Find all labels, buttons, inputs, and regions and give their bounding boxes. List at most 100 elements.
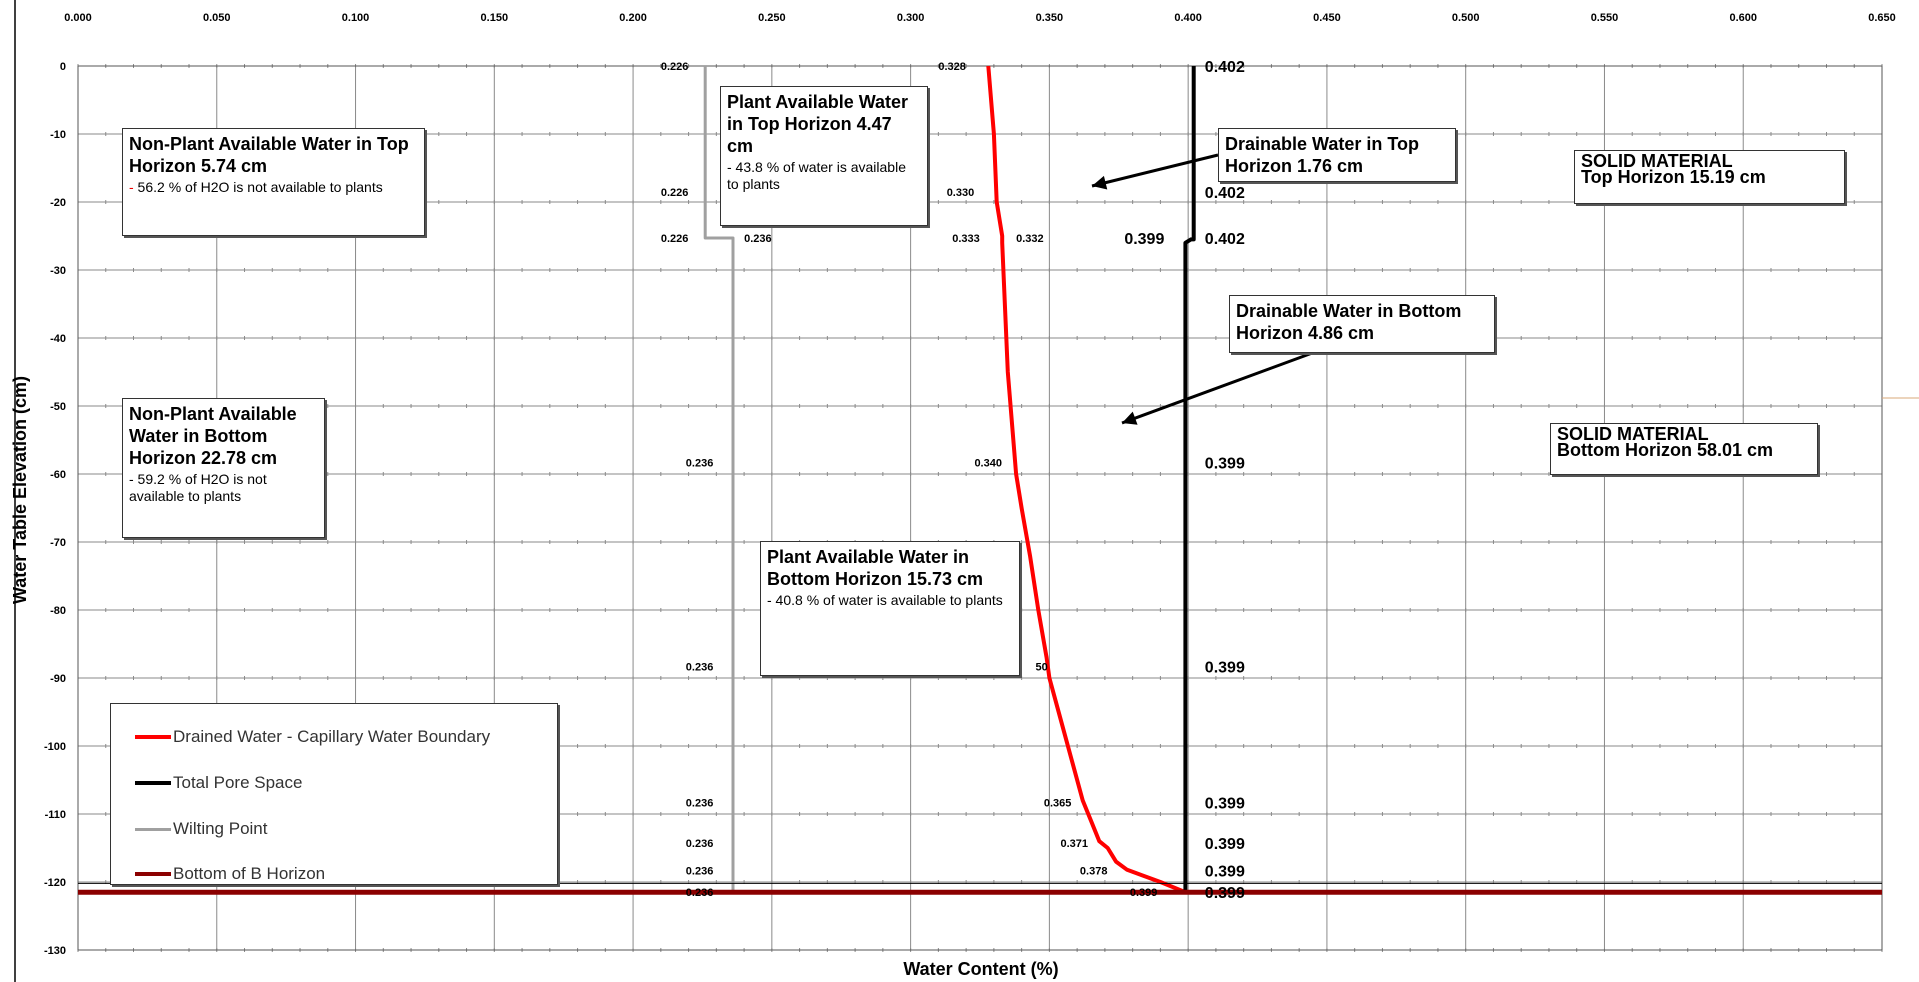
x-tick-label: 0.400: [1174, 12, 1202, 24]
value-label: 0.236: [686, 661, 714, 673]
value-label: 0.330: [947, 187, 975, 199]
legend-item: Bottom of B Horizon: [135, 863, 325, 885]
arrow-drain-bottom: [1121, 350, 1316, 425]
annotation-arrows: [1091, 153, 1316, 425]
callout-nonplant-top-note: 56.2 % of H2O is not available to plants: [133, 179, 383, 195]
callout-plant-top: Plant Available Water in Top Horizon 4.4…: [720, 86, 928, 226]
value-labels: 0.226 0.226 0.226 0.236 0.236 0.236 0.236 0.236…: [661, 59, 1245, 902]
callout-drain-top-title: Drainable Water in Top Horizon 1.76 cm: [1225, 134, 1420, 176]
x-tick-label: 0.350: [1036, 12, 1064, 24]
y-tick-label: -20: [50, 197, 66, 209]
x-tick-label: 0.200: [619, 12, 647, 24]
callout-nonplant-bottom: Non-Plant Available Water in Bottom Hori…: [122, 398, 325, 538]
y-tick-label: -130: [44, 945, 66, 957]
arrow-drain-top: [1091, 153, 1219, 188]
value-label: 0.399: [1124, 231, 1164, 248]
callout-plant-bottom-note: - 40.8 % of water is available to plants: [767, 592, 1003, 608]
legend-swatch: [135, 827, 171, 831]
callout-plant-bottom-title: Plant Available Water in Bottom Horizon …: [767, 547, 984, 589]
value-label: 0.399: [1205, 885, 1245, 902]
y-axis-ticks: 0 -10 -20 -30 -40 -50 -60 -70 -80 -90 -100 -110 -120…: [44, 61, 66, 957]
value-label: 0.371: [1060, 838, 1088, 850]
y-tick-label: -80: [50, 605, 66, 617]
value-label: 0.236: [744, 233, 772, 245]
value-label: 0.402: [1205, 59, 1245, 76]
callout-drain-bottom: Drainable Water in Bottom Horizon 4.86 c…: [1229, 295, 1495, 353]
arrow-drain-top-head: [1092, 175, 1108, 190]
legend-swatch: [135, 735, 171, 739]
callout-plant-bottom: Plant Available Water in Bottom Horizon …: [760, 541, 1020, 676]
legend: Drained Water - Capillary Water Boundary…: [110, 703, 558, 885]
x-axis-ticks: 0.000 0.050 0.100 0.150 0.200 0.250 0.300 0.350…: [64, 12, 1896, 24]
callout-nonplant-top-dash: -: [129, 179, 134, 195]
y-tick-label: -100: [44, 741, 66, 753]
value-label: 0.226: [661, 233, 689, 245]
value-label: 0.399: [1205, 863, 1245, 880]
x-tick-label: 0.500: [1452, 12, 1480, 24]
x-tick-label: 0.150: [481, 12, 509, 24]
legend-item: Drained Water - Capillary Water Boundary: [135, 726, 490, 748]
plot-frame: [14, 0, 1919, 982]
y-tick-label: 0: [60, 61, 66, 73]
x-tick-label: 0.600: [1729, 12, 1757, 24]
x-tick-label: 0.450: [1313, 12, 1341, 24]
series-line-wilting-point: [703, 66, 735, 893]
legend-swatch: [135, 781, 171, 785]
value-label: 0.332: [1016, 233, 1044, 245]
y-tick-label: -40: [50, 333, 66, 345]
callout-nonplant-top-title: Non-Plant Available Water in Top Horizon…: [129, 134, 409, 176]
value-label: 0.236: [686, 838, 714, 850]
value-label: 50: [1036, 661, 1048, 673]
y-tick-label: -120: [44, 877, 66, 889]
value-label: 0.399: [1205, 659, 1245, 676]
value-label: 0.399: [1130, 887, 1158, 899]
legend-label: Bottom of B Horizon: [173, 864, 326, 883]
value-label: 0.399: [1205, 455, 1245, 472]
callout-plant-top-note: - 43.8 % of water is available to plants: [727, 159, 906, 192]
x-tick-label: 0.300: [897, 12, 925, 24]
value-label: 0.236: [686, 797, 714, 809]
x-tick-label: 0.100: [342, 12, 370, 24]
y-tick-label: -10: [50, 129, 66, 141]
callout-nonplant-bottom-note: - 59.2 % of H2O is not available to plan…: [129, 471, 267, 504]
y-tick-label: -60: [50, 469, 66, 481]
callout-drain-bottom-title: Drainable Water in Bottom Horizon 4.86 c…: [1236, 301, 1462, 343]
callout-solid-bottom: SOLID MATERIAL Bottom Horizon 58.01 cm: [1550, 423, 1818, 475]
value-label: 0.340: [974, 457, 1002, 469]
x-tick-label: 0.650: [1868, 12, 1896, 24]
callout-solid-top: SOLID MATERIAL Top Horizon 15.19 cm: [1574, 150, 1845, 204]
callout-solid-top-line2: Top Horizon 15.19 cm: [1581, 167, 1766, 187]
series-line-drained-water-capillary-water-boundary: [986, 65, 1187, 895]
value-label: 0.236: [686, 865, 714, 877]
value-label: 0.236: [686, 887, 714, 899]
callout-nonplant-top: Non-Plant Available Water in Top Horizon…: [122, 128, 425, 236]
callout-solid-bottom-line2: Bottom Horizon 58.01 cm: [1557, 440, 1774, 460]
legend-item: Total Pore Space: [135, 772, 302, 794]
y-tick-label: -50: [50, 401, 66, 413]
x-tick-label: 0.550: [1591, 12, 1619, 24]
y-tick-label: -70: [50, 537, 66, 549]
value-label: 0.399: [1205, 836, 1245, 853]
callout-solid-bottom-line1: SOLID MATERIAL: [1557, 424, 1709, 444]
plot-area-border: [77, 65, 1883, 951]
x-axis-title: Water Content (%): [903, 959, 1058, 979]
legend-label: Wilting Point: [173, 819, 268, 838]
y-tick-label: -90: [50, 673, 66, 685]
value-label: 0.399: [1205, 795, 1245, 812]
callout-drain-top: Drainable Water in Top Horizon 1.76 cm: [1218, 128, 1456, 182]
y-tick-label: -30: [50, 265, 66, 277]
arrow-drain-bottom-head: [1122, 411, 1138, 425]
value-label: 0.333: [952, 233, 980, 245]
value-label: 0.402: [1205, 185, 1245, 202]
callout-plant-top-title: Plant Available Water in Top Horizon 4.4…: [727, 92, 909, 156]
series-line-total-pore-space: [1183, 66, 1196, 893]
callout-solid-top-line1: SOLID MATERIAL: [1581, 151, 1733, 171]
value-label: 0.402: [1205, 231, 1245, 248]
legend-label: Drained Water - Capillary Water Boundary: [173, 727, 491, 746]
x-tick-label: 0.250: [758, 12, 786, 24]
value-label: 0.226: [661, 61, 689, 73]
legend-item: Wilting Point: [135, 818, 267, 840]
callout-nonplant-bottom-title: Non-Plant Available Water in Bottom Hori…: [129, 404, 297, 468]
value-label: 0.226: [661, 187, 689, 199]
value-label: 0.328: [938, 61, 966, 73]
